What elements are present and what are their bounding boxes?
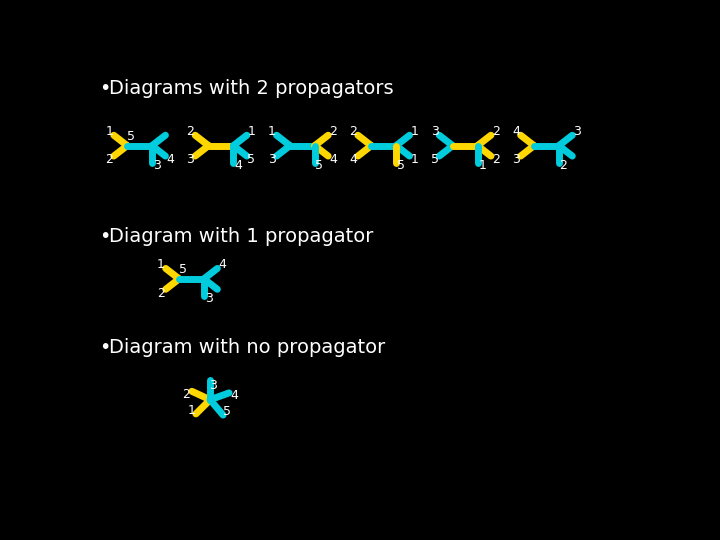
Text: 3: 3 xyxy=(573,125,581,138)
Text: 3: 3 xyxy=(210,380,217,393)
Text: 5: 5 xyxy=(248,153,256,166)
Text: 2: 2 xyxy=(329,125,337,138)
Text: 2: 2 xyxy=(492,125,500,138)
Text: 4: 4 xyxy=(329,153,337,166)
Text: 2: 2 xyxy=(349,125,357,138)
Text: 4: 4 xyxy=(218,258,226,271)
Text: 3: 3 xyxy=(431,125,438,138)
Text: 2: 2 xyxy=(157,287,165,300)
Text: Diagrams with 2 propagators: Diagrams with 2 propagators xyxy=(109,79,394,98)
Text: 3: 3 xyxy=(186,153,194,166)
Text: 1: 1 xyxy=(157,258,165,271)
Text: •: • xyxy=(99,79,111,98)
Text: 2: 2 xyxy=(492,153,500,166)
Text: 2: 2 xyxy=(182,388,190,401)
Text: 1: 1 xyxy=(105,125,113,138)
Text: 4: 4 xyxy=(512,125,520,138)
Text: 4: 4 xyxy=(230,389,238,402)
Text: 5: 5 xyxy=(179,263,187,276)
Text: 3: 3 xyxy=(204,292,212,306)
Text: 1: 1 xyxy=(248,125,256,138)
Text: 3: 3 xyxy=(268,153,276,166)
Text: 5: 5 xyxy=(315,159,323,172)
Text: Diagram with no propagator: Diagram with no propagator xyxy=(109,338,386,357)
Text: 5: 5 xyxy=(397,159,405,172)
Text: 2: 2 xyxy=(105,153,113,166)
Text: 4: 4 xyxy=(166,153,174,166)
Text: 4: 4 xyxy=(234,159,242,172)
Text: •: • xyxy=(99,226,111,246)
Text: 3: 3 xyxy=(512,153,520,166)
Text: 1: 1 xyxy=(268,125,276,138)
Text: Diagram with 1 propagator: Diagram with 1 propagator xyxy=(109,226,374,246)
Text: 5: 5 xyxy=(127,130,135,143)
Text: 5: 5 xyxy=(223,405,231,418)
Text: 1: 1 xyxy=(410,153,418,166)
Text: 2: 2 xyxy=(186,125,194,138)
Text: 1: 1 xyxy=(187,403,195,416)
Text: 5: 5 xyxy=(431,153,438,166)
Text: 4: 4 xyxy=(349,153,357,166)
Text: 3: 3 xyxy=(153,159,161,172)
Text: 1: 1 xyxy=(478,159,486,172)
Text: 1: 1 xyxy=(410,125,418,138)
Text: 2: 2 xyxy=(559,159,567,172)
Text: •: • xyxy=(99,338,111,357)
